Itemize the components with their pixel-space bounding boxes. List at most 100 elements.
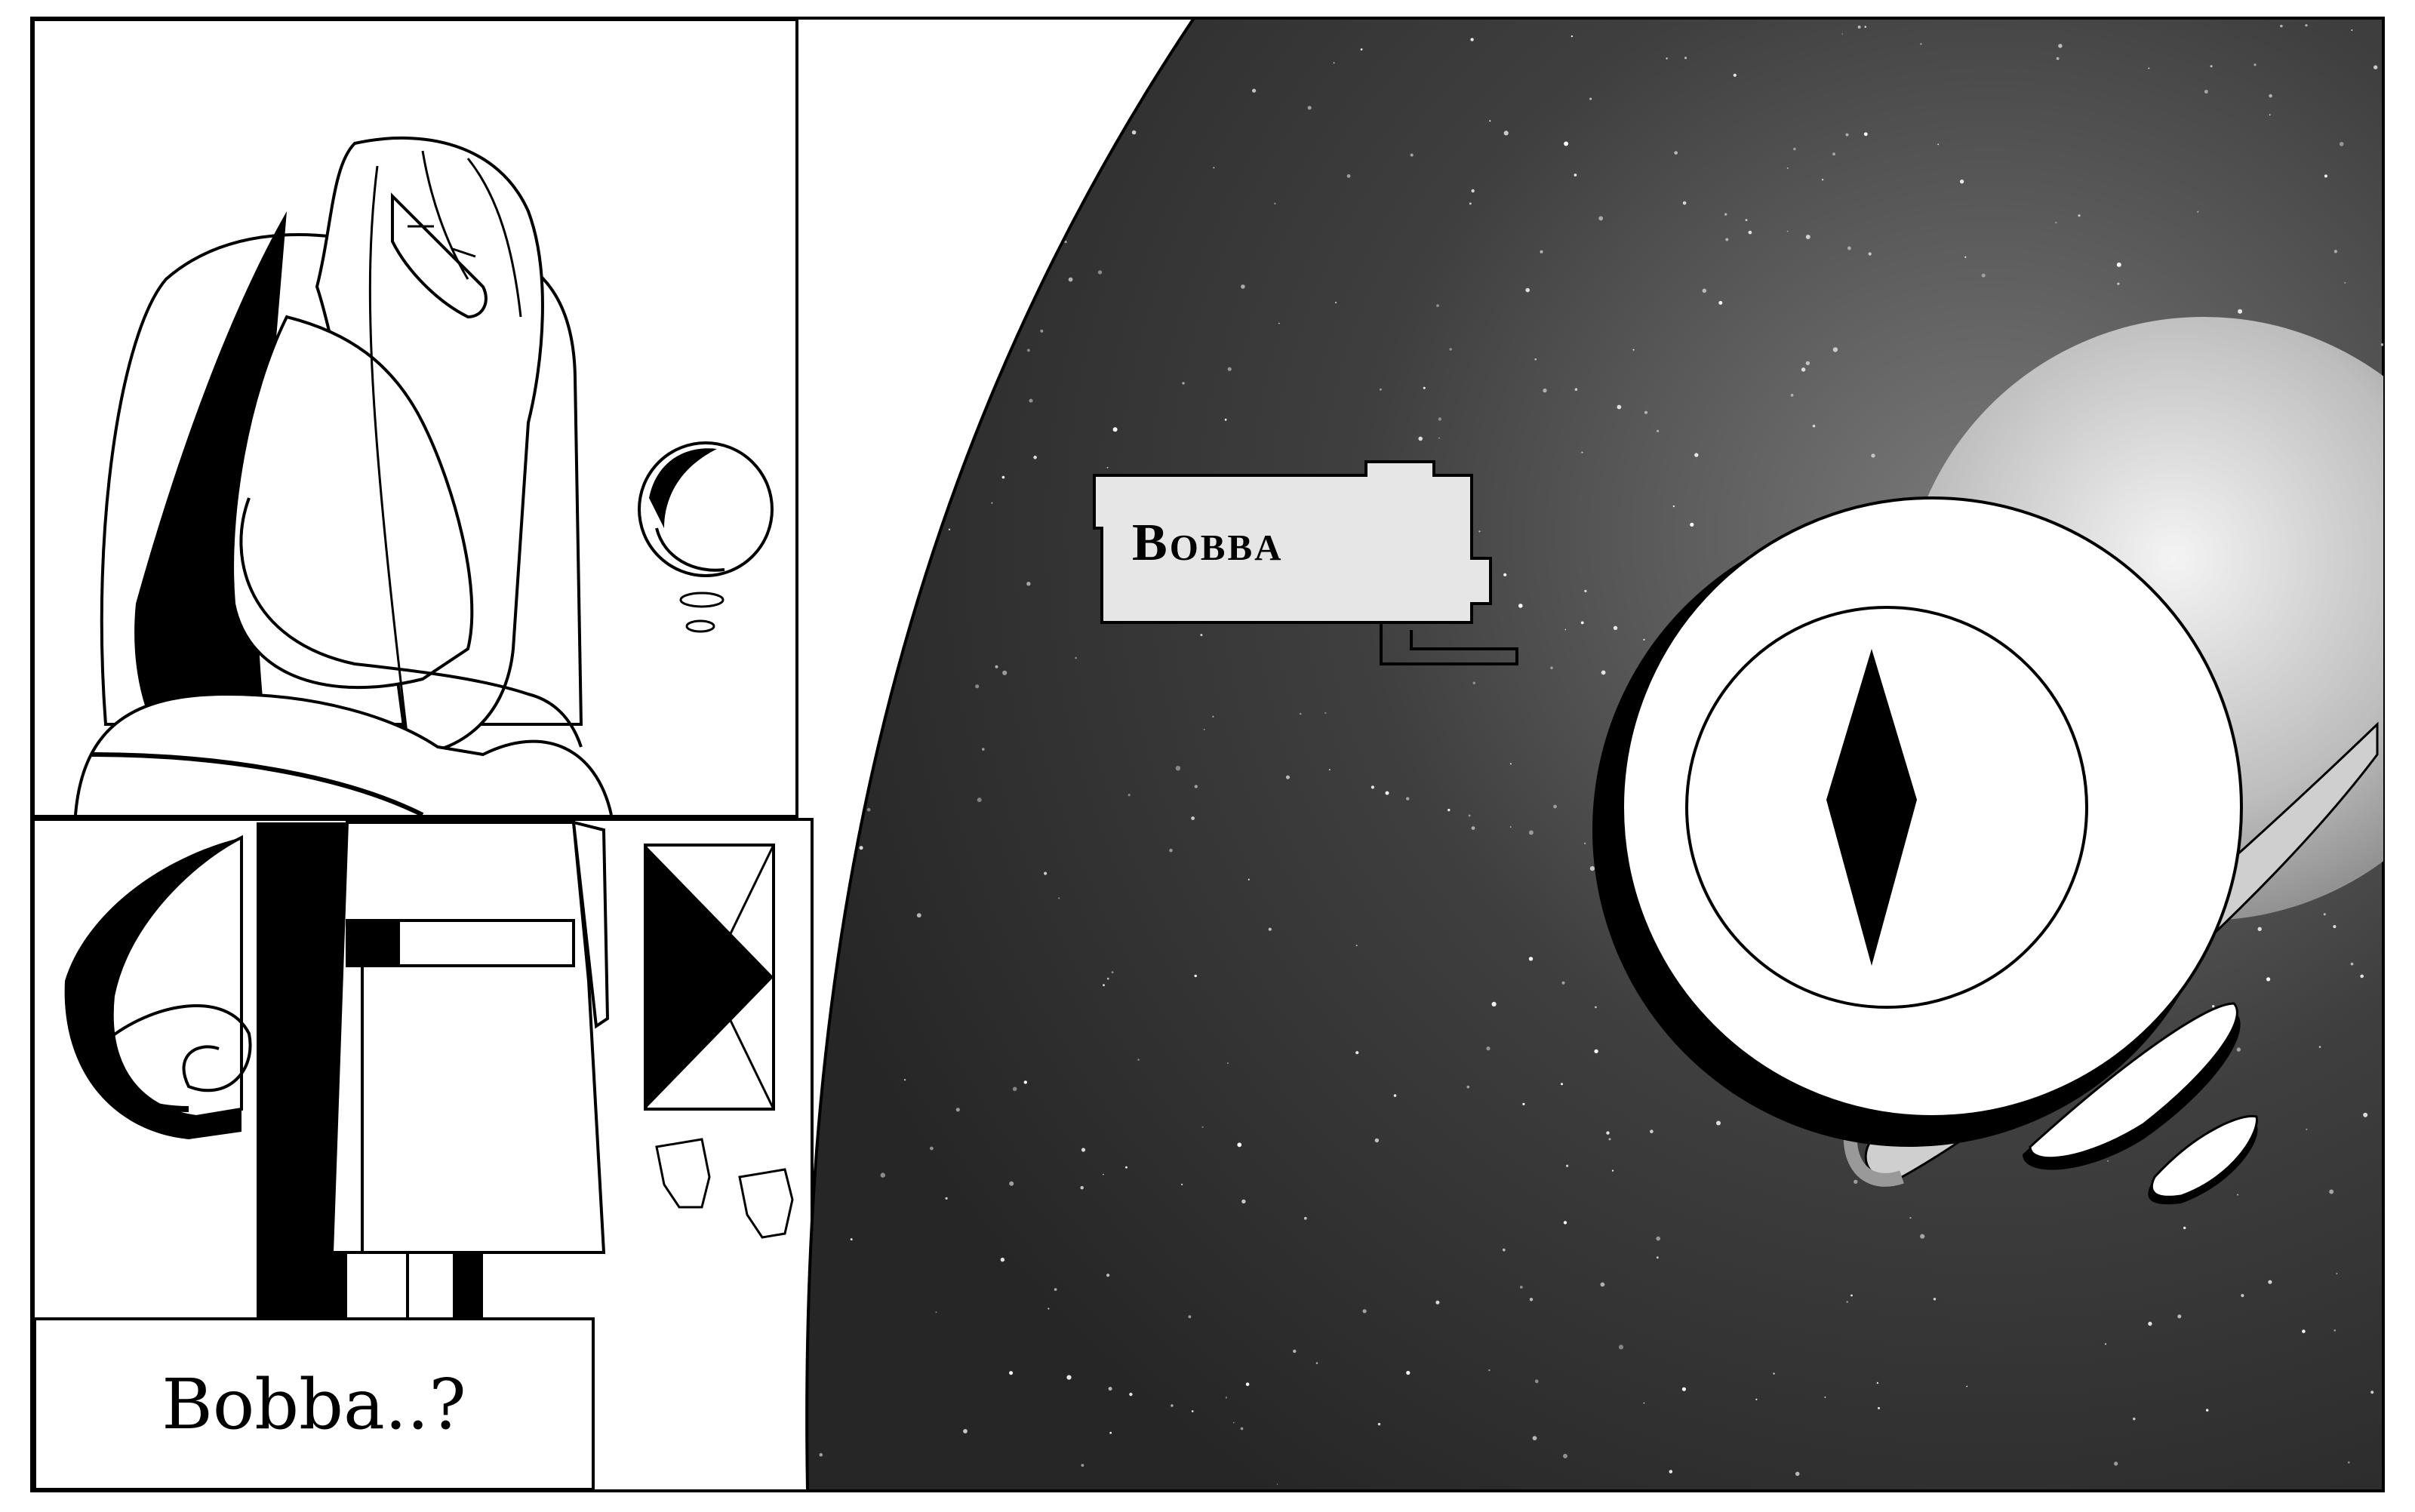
star — [1553, 804, 1557, 809]
star — [2236, 1047, 2241, 1052]
star — [1519, 1286, 1523, 1289]
star — [1540, 250, 1543, 254]
diamond-card — [644, 844, 775, 1111]
star — [1824, 1396, 1826, 1398]
star — [1106, 977, 1109, 980]
star — [1832, 347, 1838, 352]
star — [1503, 573, 1507, 576]
star — [1299, 712, 1302, 715]
star — [2055, 221, 2057, 224]
star — [2238, 309, 2243, 314]
star — [1563, 1453, 1567, 1458]
star — [1920, 1234, 1925, 1239]
star — [894, 561, 898, 564]
star — [1066, 1375, 1072, 1380]
star — [2339, 142, 2344, 146]
star — [2350, 962, 2354, 966]
star — [1068, 277, 1073, 282]
robe — [330, 821, 606, 1254]
star — [1724, 213, 1727, 216]
star — [925, 346, 928, 349]
star — [2306, 1128, 2308, 1130]
star — [2268, 1280, 2272, 1284]
star — [1847, 246, 1851, 250]
star — [1225, 1397, 1228, 1399]
star — [1410, 153, 1414, 157]
star — [1438, 417, 1442, 421]
star — [1518, 604, 1523, 608]
star — [1438, 437, 1440, 439]
star — [1252, 88, 1257, 93]
star — [2360, 974, 2364, 979]
star — [977, 797, 982, 803]
star — [835, 380, 838, 383]
star — [1131, 130, 1137, 135]
star — [1812, 424, 1816, 428]
star — [2333, 1329, 2336, 1332]
star — [1471, 189, 1475, 193]
star — [1385, 791, 1389, 795]
star — [1871, 453, 1875, 458]
star — [1393, 1094, 1397, 1097]
star — [1237, 1142, 1242, 1148]
star — [1534, 358, 1537, 361]
star — [1684, 57, 1687, 60]
star — [942, 232, 945, 235]
star — [2302, 1329, 2306, 1333]
star — [2324, 174, 2327, 178]
star — [1075, 656, 1077, 659]
star — [1274, 202, 1276, 204]
star — [1606, 1131, 1610, 1135]
star — [821, 865, 826, 870]
star — [1682, 201, 1687, 205]
star — [1613, 625, 1618, 630]
star — [1632, 349, 1635, 351]
star — [1669, 1470, 1673, 1474]
star — [1581, 451, 1583, 453]
star — [1247, 878, 1250, 880]
star — [2380, 343, 2384, 346]
star — [866, 807, 871, 812]
star — [880, 1172, 886, 1178]
star — [1805, 235, 1810, 239]
star — [1109, 1431, 1112, 1434]
star — [2351, 29, 2353, 31]
star — [1488, 1369, 1491, 1372]
star — [1471, 826, 1475, 830]
star — [1611, 1169, 1614, 1172]
star — [1584, 842, 1586, 844]
star — [1360, 48, 1363, 51]
star — [1509, 826, 1512, 828]
star — [2078, 214, 2081, 217]
star — [1959, 179, 1964, 184]
star — [1029, 398, 1033, 403]
star — [1594, 1049, 1598, 1054]
star — [1525, 287, 1530, 293]
star — [1503, 131, 1509, 136]
star — [1790, 393, 1794, 397]
star — [1718, 300, 1723, 305]
star — [1674, 151, 1678, 155]
star — [1081, 1464, 1084, 1467]
star — [1584, 589, 1587, 593]
star — [1335, 301, 1337, 304]
star — [2117, 282, 2120, 285]
star — [1020, 285, 1025, 290]
star — [1841, 33, 1843, 35]
star — [1566, 1164, 1569, 1167]
star — [2344, 281, 2346, 284]
star — [1188, 1315, 1192, 1319]
caption-box: Bobba..? — [33, 1317, 595, 1491]
star — [1469, 202, 1472, 205]
star — [2058, 44, 2063, 48]
star — [1543, 388, 1547, 393]
star — [1846, 1301, 1848, 1303]
star — [1224, 418, 1227, 421]
star — [1564, 141, 1569, 146]
star — [943, 451, 949, 456]
star — [2305, 23, 2308, 27]
star — [1933, 1298, 1937, 1301]
star — [850, 1238, 853, 1241]
floating-droplets — [2023, 1002, 2258, 1205]
star — [1032, 260, 1035, 263]
